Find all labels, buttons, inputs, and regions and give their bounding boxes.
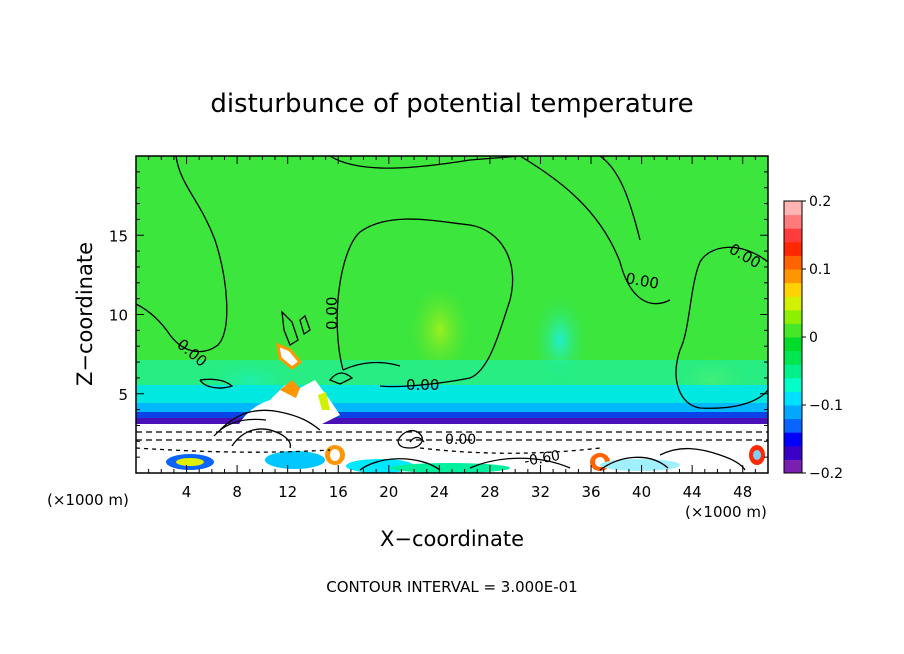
- colorbar-swatch: [784, 432, 802, 447]
- contour-label: 0.00: [323, 297, 341, 330]
- x-tick-label: 16: [329, 483, 348, 501]
- contour-label: 0.00: [406, 376, 439, 394]
- purple-band: [136, 418, 768, 424]
- colorbar-swatch: [784, 418, 802, 433]
- contour-lines: [136, 156, 768, 471]
- x-tick-label: 40: [632, 483, 651, 501]
- colorbar-swatch: [784, 350, 802, 365]
- contour-interval-note: CONTOUR INTERVAL = 3.000E-01: [326, 578, 577, 596]
- colorbar-swatch: [784, 337, 802, 352]
- colorbar-swatch: [784, 269, 802, 284]
- contour-label: 0.00: [445, 432, 476, 448]
- colorbar-swatch: [784, 309, 802, 324]
- x-tick-label: 28: [480, 483, 499, 501]
- plume-yellow: [318, 392, 330, 410]
- y-axis-label: Z−coordinate: [73, 242, 97, 386]
- contour-label: -0.60: [523, 448, 561, 470]
- x-axis-label: X−coordinate: [380, 527, 524, 551]
- colorbar-swatch: [784, 323, 802, 338]
- warm-anomaly: [410, 285, 470, 375]
- blue-band: [136, 412, 768, 419]
- colorbar-swatch: [784, 364, 802, 379]
- colorbar-swatch: [784, 459, 802, 474]
- x-unit-right: (×1000 m): [685, 503, 767, 521]
- surface-blob: [753, 450, 761, 460]
- colorbar-swatch: [784, 214, 802, 229]
- colorbar-swatch: [784, 405, 802, 420]
- plot-area: [136, 156, 768, 473]
- y-tick-label: 10: [109, 307, 128, 325]
- colorbar-swatch: [784, 201, 802, 216]
- x-tick-label: 4: [182, 483, 192, 501]
- colorbar-swatch: [784, 282, 802, 297]
- x-tick-label: 48: [733, 483, 752, 501]
- surface-blob: [330, 449, 340, 461]
- contour-label: 0.00: [624, 269, 660, 293]
- y-axis: 5 10 15: [109, 155, 768, 474]
- chart-title: disturbunce of potential temperature: [210, 89, 693, 119]
- colorbar-tick-label: 0.2: [809, 194, 831, 210]
- y-tick-label: 15: [109, 227, 128, 245]
- colorbar-swatch: [784, 241, 802, 256]
- plume-orange: [280, 380, 300, 398]
- colorbar-tick-label: 0: [809, 330, 818, 346]
- surface-blob: [390, 463, 510, 473]
- y-tick-label: 5: [118, 386, 128, 404]
- x-unit-left: (×1000 m): [47, 491, 129, 509]
- lightblue-band: [136, 403, 768, 413]
- x-tick-label: 36: [581, 483, 600, 501]
- colorbar-swatch: [784, 377, 802, 392]
- x-tick-label: 20: [379, 483, 398, 501]
- x-tick-label: 24: [430, 483, 449, 501]
- colorbar: 0.2 0.1 0 −0.1 −0.2: [783, 194, 843, 482]
- colorbar-swatch: [784, 391, 802, 406]
- plume-orange: [276, 342, 303, 370]
- colorbar-tick-label: −0.1: [809, 398, 843, 414]
- colorbar-swatch: [784, 445, 802, 460]
- surface-blob: [265, 451, 325, 469]
- x-tick-label: 8: [232, 483, 242, 501]
- colorbar-swatch: [784, 255, 802, 270]
- x-tick-label: 12: [278, 483, 297, 501]
- colorbar-tick-label: −0.2: [809, 466, 843, 482]
- x-tick-label: 32: [531, 483, 550, 501]
- surface-blob: [600, 459, 680, 471]
- x-tick-label: 44: [683, 483, 702, 501]
- colorbar-tick-label: 0.1: [809, 262, 831, 278]
- cyan-band: [136, 385, 768, 405]
- colorbar-swatch: [784, 296, 802, 311]
- x-axis: 4 8 12 16 20 24 28 32 36 40 44 48: [135, 156, 769, 501]
- colorbar-swatch: [784, 228, 802, 243]
- surface-blob: [176, 458, 204, 466]
